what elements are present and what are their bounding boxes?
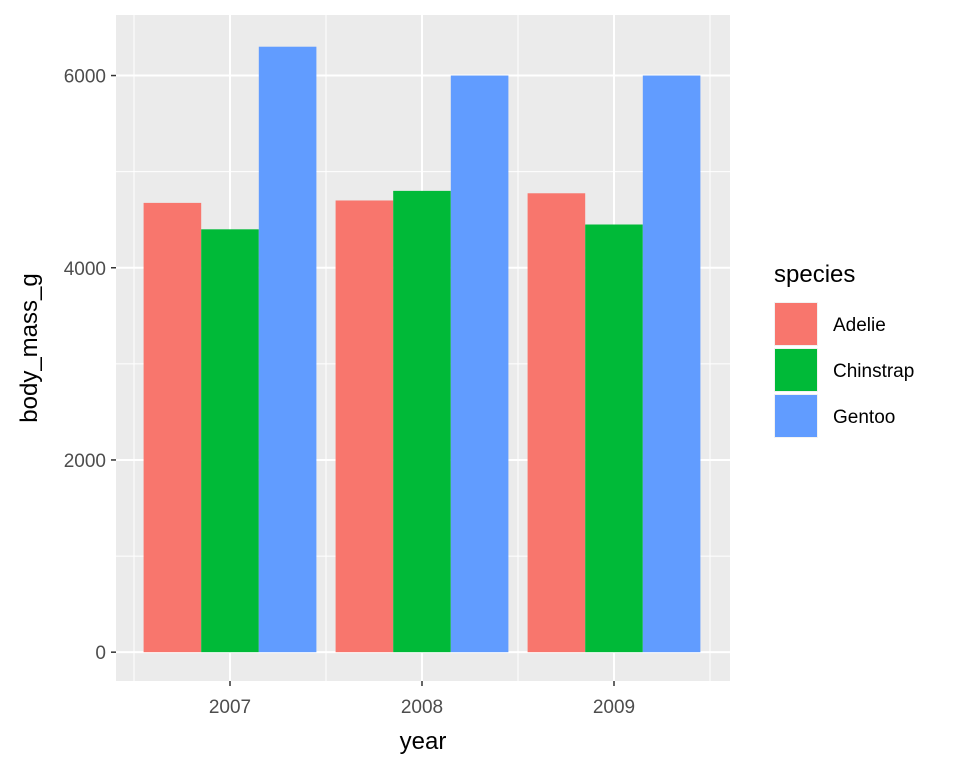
x-tick-labels: 2007 2008 2009: [209, 697, 635, 718]
x-tick-label: 2008: [401, 697, 443, 718]
y-tick-label: 0: [95, 643, 106, 664]
bar-chinstrap-2007: [201, 229, 259, 653]
legend-title: species: [774, 261, 855, 288]
legend: species Adelie Chinstrap Gentoo: [774, 261, 914, 438]
legend-label-gentoo: Gentoo: [833, 407, 895, 428]
bar-chinstrap-2008: [393, 190, 451, 653]
bar-adelie-2009: [527, 193, 586, 653]
bars: [143, 46, 701, 653]
legend-swatch-adelie: [775, 303, 817, 345]
y-tick-label: 2000: [64, 451, 106, 472]
x-axis-title: year: [400, 728, 447, 755]
legend-swatch-gentoo: [775, 395, 817, 437]
legend-label-chinstrap: Chinstrap: [833, 361, 914, 382]
bar-adelie-2008: [335, 200, 394, 653]
x-tick-label: 2009: [593, 697, 635, 718]
bar-gentoo-2008: [450, 75, 509, 653]
x-tick-label: 2007: [209, 697, 251, 718]
y-tick-label: 4000: [64, 259, 106, 280]
y-tick-label: 6000: [64, 67, 106, 88]
bar-adelie-2007: [143, 202, 202, 653]
bar-gentoo-2007: [258, 46, 317, 653]
bar-chinstrap-2009: [585, 224, 643, 653]
legend-label-adelie: Adelie: [833, 315, 886, 336]
axis-ticks: [111, 74, 615, 686]
bar-gentoo-2009: [642, 75, 701, 653]
y-axis-title: body_mass_g: [16, 273, 43, 422]
legend-swatch-chinstrap: [775, 349, 817, 391]
y-tick-labels: 0 2000 4000 6000: [64, 67, 106, 665]
